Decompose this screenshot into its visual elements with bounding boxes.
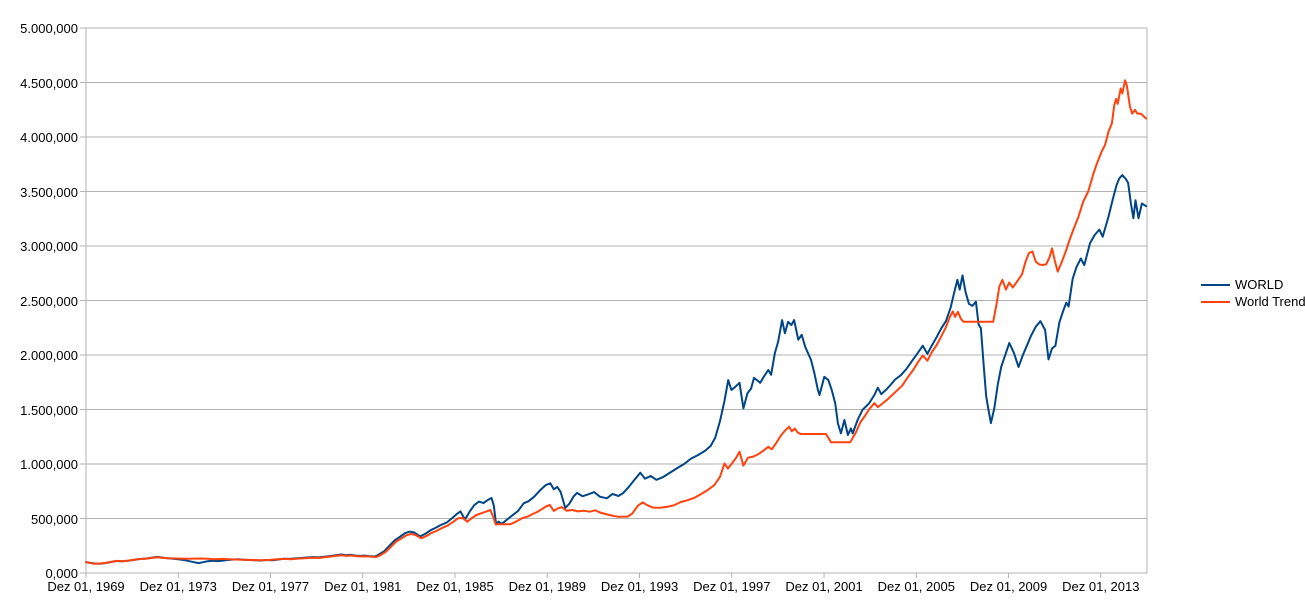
y-tick-label: 2.000,000 <box>20 348 78 363</box>
y-tick-label: 3.000,000 <box>20 239 78 254</box>
y-tick-label: 3.500,000 <box>20 184 78 200</box>
x-tick-label: Dez 01, 1973 <box>139 579 217 594</box>
x-tick-label: Dez 01, 1977 <box>231 579 310 594</box>
x-tick-label: Dez 01, 1985 <box>416 579 494 594</box>
x-tick-label: Dez 01, 2001 <box>785 579 863 594</box>
y-tick-label: 1.500,000 <box>20 402 78 418</box>
legend-item-world: WORLD <box>1201 276 1305 293</box>
x-tick-label: Dez 01, 1997 <box>693 579 771 594</box>
world-series-swatch-line <box>1201 283 1230 286</box>
y-tick-label: 500,000 <box>31 511 78 527</box>
y-tick-label: 5.000,000 <box>20 21 78 36</box>
world-trend-series-line <box>85 79 1148 565</box>
x-tick-label: Dez 01, 2013 <box>1062 579 1140 594</box>
x-tick-label: Dez 01, 1989 <box>508 579 586 594</box>
world-trend-series-swatch-line <box>1201 300 1230 303</box>
x-tick-label: Dez 01, 2005 <box>877 579 955 594</box>
legend-label-world: WORLD <box>1235 277 1284 292</box>
world-series-line <box>85 174 1148 565</box>
x-tick-label: Dez 01, 1993 <box>600 579 679 594</box>
y-tick-label: 2.500,000 <box>20 293 78 309</box>
y-tick-label: 4.500,000 <box>20 75 78 91</box>
legend: WORLD World Trend <box>1201 276 1305 310</box>
y-tick-label: 0,000 <box>45 566 78 581</box>
y-tick-label: 1.000,000 <box>20 457 78 472</box>
legend-item-world-trend: World Trend <box>1201 293 1305 310</box>
legend-label-world-trend: World Trend <box>1235 294 1305 309</box>
y-tick-label: 4.000,000 <box>20 130 78 145</box>
x-tick-label: Dez 01, 1969 <box>47 579 125 594</box>
x-tick-label: Dez 01, 2009 <box>969 579 1048 594</box>
x-tick-label: Dez 01, 1981 <box>324 579 402 594</box>
